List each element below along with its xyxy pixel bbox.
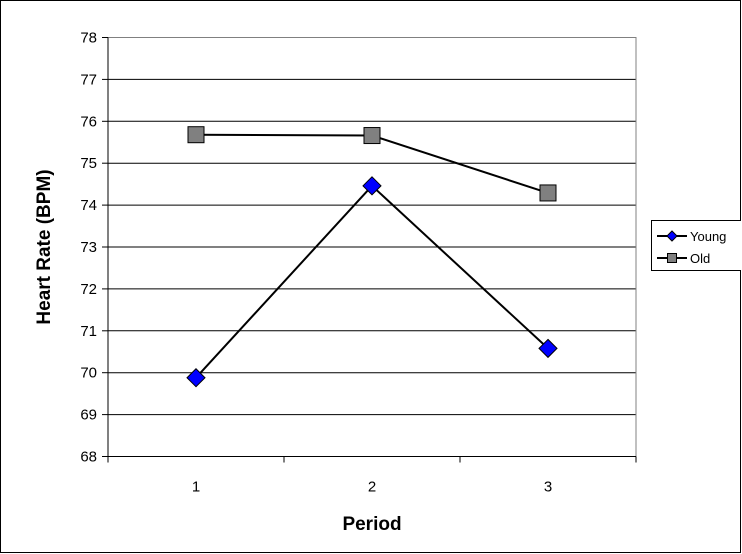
- x-axis-title: Period: [342, 514, 401, 535]
- legend-marker-young: [666, 230, 678, 242]
- legend: Young Old: [651, 220, 741, 271]
- data-point-old: [187, 126, 205, 144]
- data-point-old: [539, 184, 557, 202]
- legend-box: [651, 220, 741, 271]
- y-tick-label: 73: [80, 239, 97, 256]
- data-point-old: [363, 127, 381, 145]
- x-tick-label: 1: [192, 479, 200, 496]
- legend-label-young: Young: [690, 229, 726, 244]
- x-tick-label: 3: [544, 479, 552, 496]
- y-tick-label: 78: [80, 30, 97, 47]
- y-tick-label: 76: [80, 113, 97, 130]
- y-tick-label: 77: [80, 71, 97, 88]
- y-tick-label: 69: [80, 407, 97, 424]
- legend-label-old: Old: [690, 251, 710, 266]
- x-tick-labels: 1 2 3: [192, 479, 552, 496]
- y-tick-label: 71: [80, 323, 97, 340]
- data-point-young: [362, 176, 382, 196]
- data-point-young: [186, 368, 206, 388]
- y-tick-labels: 68 69 70 71 72 73 74 75 76 77 78: [80, 30, 97, 466]
- y-tick-label: 68: [80, 449, 97, 466]
- y-axis-title: Heart Rate (BPM): [34, 169, 55, 324]
- y-tick-label: 74: [80, 197, 97, 214]
- y-tick-label: 75: [80, 155, 97, 172]
- series: [186, 126, 558, 388]
- x-tick-label: 2: [368, 479, 376, 496]
- y-tick-label: 70: [80, 365, 97, 382]
- data-point-young: [538, 338, 558, 359]
- y-tick-label: 72: [80, 281, 97, 298]
- axes: [102, 37, 637, 463]
- legend-marker-old: [667, 253, 677, 263]
